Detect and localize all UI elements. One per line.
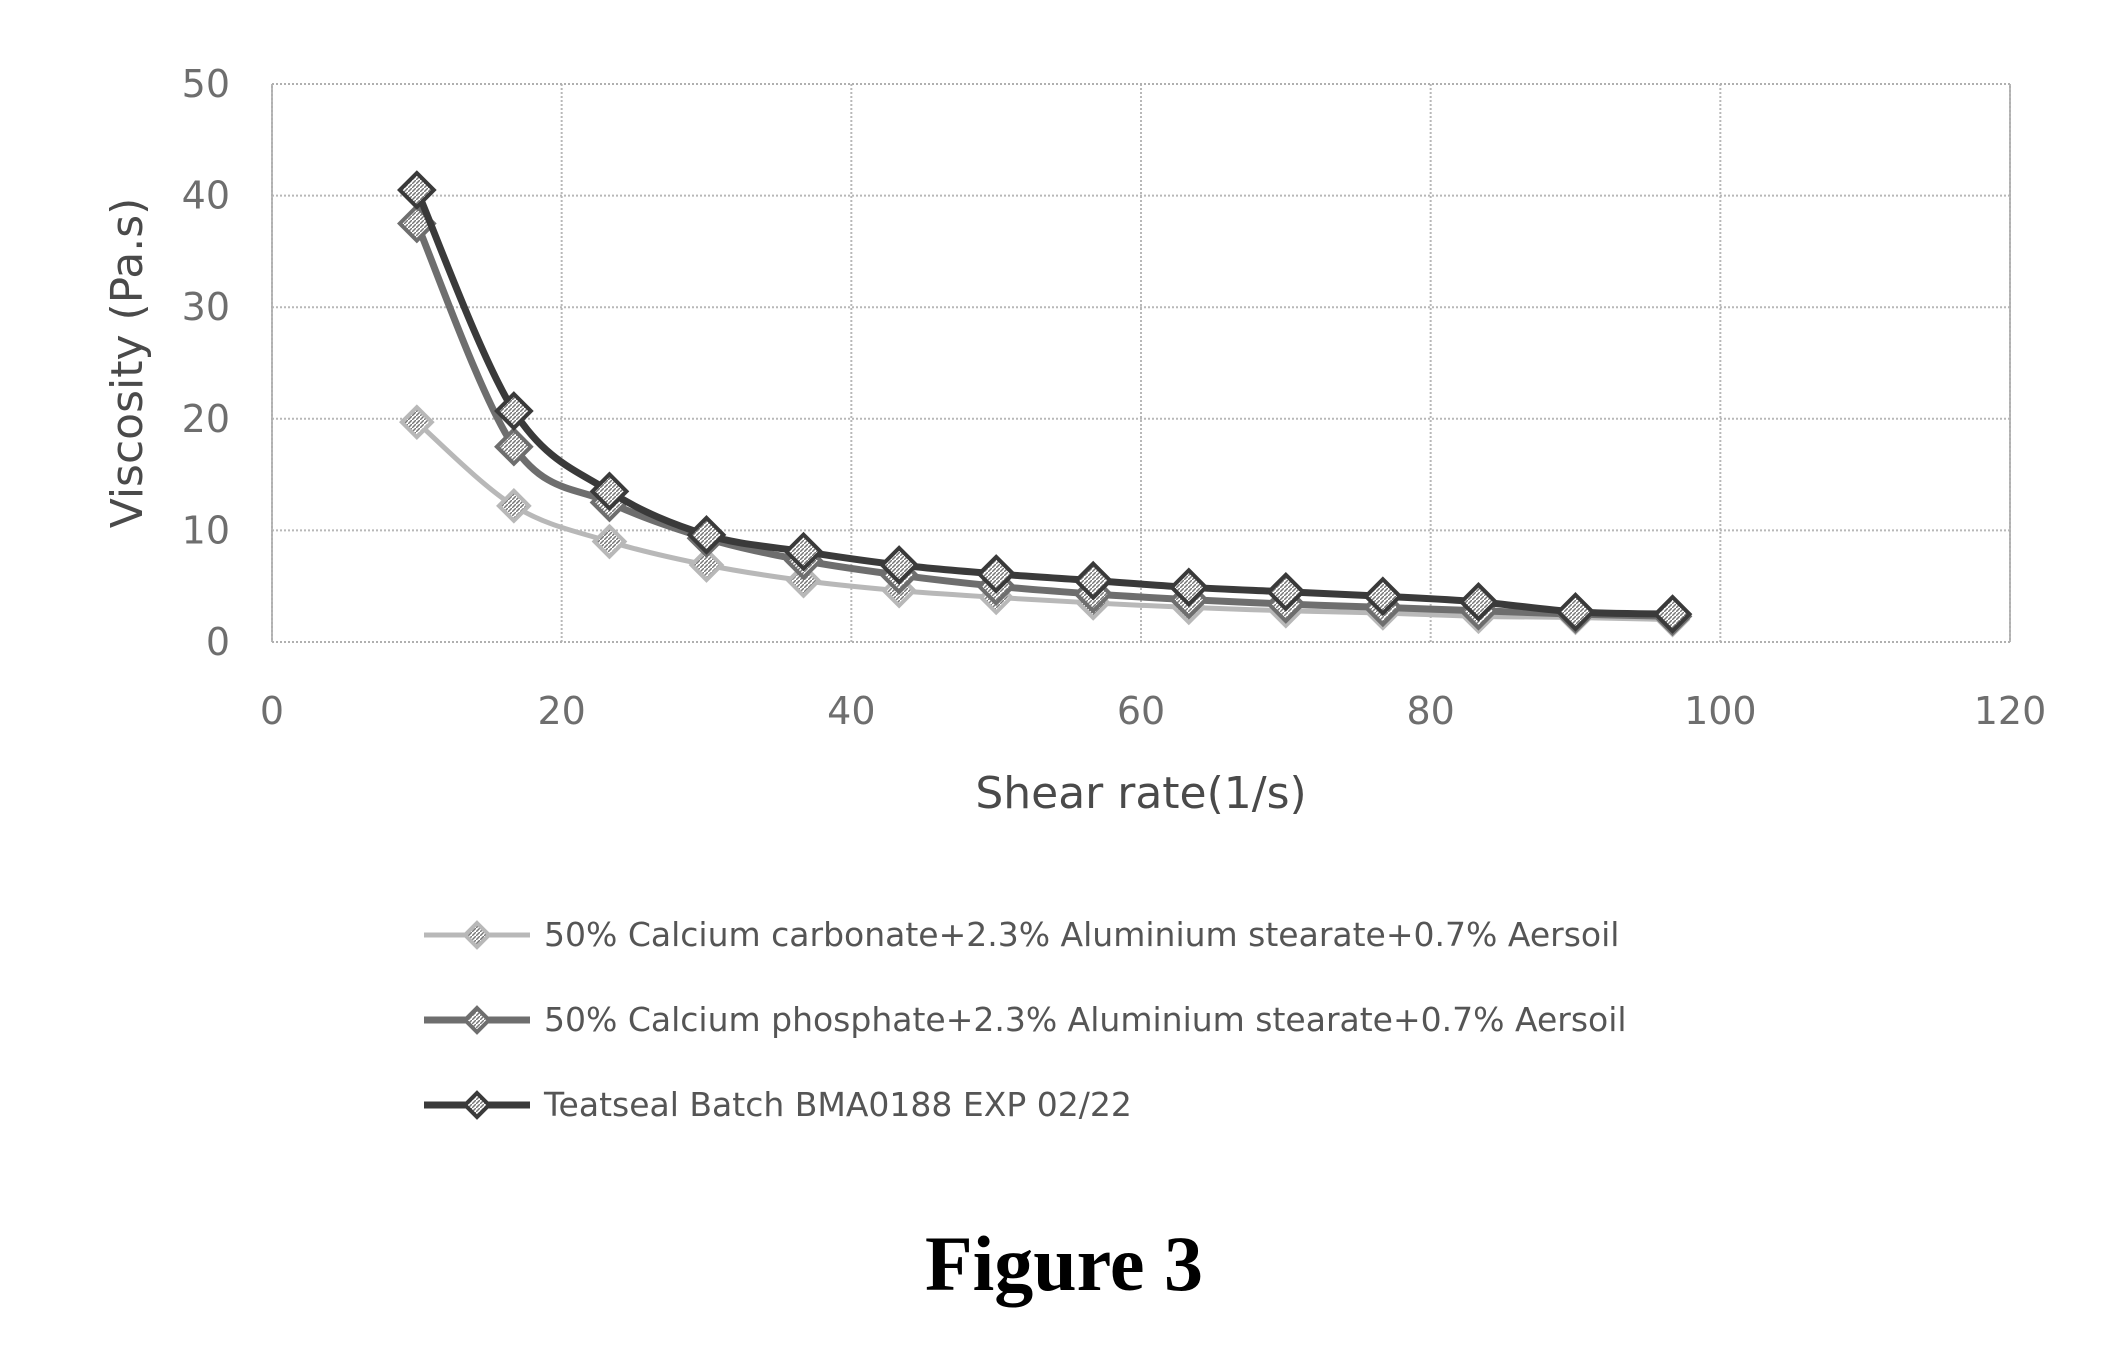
x-axis-ticks: 0 20 40 60 80 100 120: [260, 689, 2046, 733]
series-lines: [397, 170, 1693, 638]
y-tick-label: 30: [182, 285, 230, 329]
y-tick-label: 20: [182, 397, 230, 441]
plot-area-frame: [271, 83, 2011, 643]
series-line: [413, 222, 1673, 620]
y-tick-label: 50: [182, 62, 230, 106]
x-tick-label: 120: [1974, 689, 2047, 733]
grid: [271, 83, 2011, 643]
x-tick-label: 0: [260, 689, 284, 733]
legend-label: 50% Calcium carbonate+2.3% Aluminium ste…: [544, 915, 1619, 954]
data-point: [976, 554, 1016, 594]
legend-label: Teatseal Batch BMA0188 EXP 02/22: [543, 1085, 1132, 1124]
legend-label: 50% Calcium phosphate+2.3% Aluminium ste…: [544, 1000, 1627, 1039]
data-point: [785, 562, 822, 599]
x-tick-label: 100: [1684, 689, 1757, 733]
data-point: [397, 170, 437, 210]
data-point: [1363, 576, 1403, 617]
figure-caption: Figure 3: [925, 1220, 1203, 1307]
data-point: [399, 404, 435, 440]
legend-marker: [462, 1090, 492, 1120]
x-axis-title: Shear rate(1/s): [975, 768, 1306, 819]
data-point: [879, 545, 919, 585]
legend-marker: [462, 1005, 492, 1035]
data-point: [1555, 592, 1596, 632]
series-3: [397, 170, 1693, 634]
data-point: [688, 547, 725, 583]
data-point: [686, 515, 727, 555]
data-point: [783, 531, 824, 572]
data-point: [494, 391, 534, 431]
data-point: [1652, 594, 1693, 634]
data-point: [589, 471, 630, 512]
data-point: [1266, 571, 1306, 612]
y-tick-label: 0: [206, 620, 230, 664]
legend-entry-2: 50% Calcium phosphate+2.3% Aluminium ste…: [424, 1000, 1627, 1039]
data-point: [1458, 581, 1499, 622]
data-point: [494, 426, 534, 467]
x-tick-label: 60: [1117, 689, 1165, 733]
data-point: [496, 488, 532, 524]
legend-entry-1: 50% Calcium carbonate+2.3% Aluminium ste…: [424, 915, 1619, 954]
series-2: [397, 203, 1693, 637]
data-point: [591, 523, 628, 560]
x-tick-label: 40: [827, 689, 875, 733]
legend-entry-3: Teatseal Batch BMA0188 EXP 02/22: [424, 1085, 1132, 1124]
y-tick-label: 40: [182, 174, 230, 218]
x-tick-label: 20: [537, 689, 585, 733]
legend: 50% Calcium carbonate+2.3% Aluminium ste…: [424, 915, 1627, 1124]
y-axis-ticks: 0 10 20 30 40 50: [182, 62, 230, 664]
data-point: [1073, 560, 1114, 601]
x-tick-label: 80: [1406, 689, 1454, 733]
data-point: [1168, 567, 1209, 608]
y-tick-label: 10: [182, 508, 230, 552]
y-axis-title: Viscosity (Pa.s): [102, 198, 153, 529]
legend-marker: [462, 920, 492, 950]
